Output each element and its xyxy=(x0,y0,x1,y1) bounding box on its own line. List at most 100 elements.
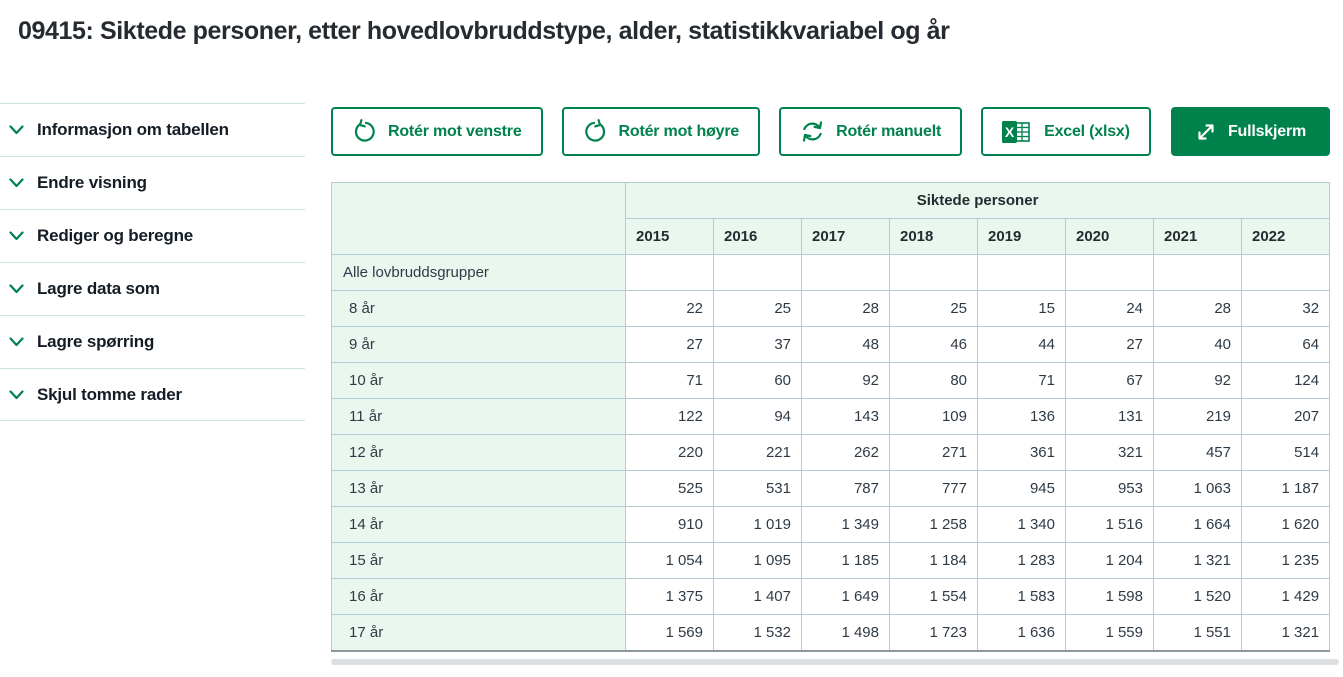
data-cell: 1 649 xyxy=(801,578,890,615)
row-label: 9 år xyxy=(331,326,626,363)
chevron-down-icon xyxy=(9,178,24,188)
data-cell: 1 340 xyxy=(977,506,1066,543)
table-header: Siktede personer 2015 2016 2017 2018 201… xyxy=(331,182,1331,255)
row-label: 15 år xyxy=(331,542,626,579)
sidebar-item-endre-visning[interactable]: Endre visning xyxy=(0,156,305,209)
data-cell: 1 235 xyxy=(1240,542,1331,579)
data-cell: 124 xyxy=(1240,362,1331,399)
chevron-down-icon xyxy=(9,389,24,400)
data-cell: 1 187 xyxy=(1240,470,1331,507)
data-cell: 48 xyxy=(801,326,890,363)
rotate-right-label: Rotér mot høyre xyxy=(618,122,740,140)
year-header-2022: 2022 xyxy=(1240,218,1331,255)
data-cell: 1 520 xyxy=(1153,578,1242,615)
sidebar-item-informasjon-om-tabellen[interactable]: Informasjon om tabellen xyxy=(0,103,305,156)
sidebar-item-lagre-sporring[interactable]: Lagre spørring xyxy=(0,315,305,368)
data-cell: 220 xyxy=(625,434,714,471)
data-cell: 1 375 xyxy=(625,578,714,615)
data-cell: 1 532 xyxy=(713,614,802,651)
data-cell: 64 xyxy=(1240,326,1331,363)
group-header-cell: Siktede personer xyxy=(624,182,1331,219)
data-cell: 1 407 xyxy=(713,578,802,615)
data-cell xyxy=(713,254,802,291)
sidebar-item-skjul-tomme-rader[interactable]: Skjul tomme rader xyxy=(0,368,305,421)
fullscreen-label: Fullskjerm xyxy=(1227,122,1306,140)
chevron-down-icon xyxy=(9,284,24,294)
data-cell: 1 498 xyxy=(801,614,890,651)
data-cell: 40 xyxy=(1153,326,1242,363)
data-cell: 25 xyxy=(889,290,978,327)
data-cell: 28 xyxy=(1153,290,1242,327)
data-cell: 271 xyxy=(889,434,978,471)
year-header-2020: 2020 xyxy=(1065,218,1154,255)
data-cell: 122 xyxy=(625,398,714,435)
sidebar-item-lagre-data-som[interactable]: Lagre data som xyxy=(0,262,305,315)
data-cell: 92 xyxy=(801,362,890,399)
svg-text:X: X xyxy=(1005,124,1015,140)
row-label: 8 år xyxy=(331,290,626,327)
excel-icon: X xyxy=(1002,120,1033,144)
sidebar-item-label: Skjul tomme rader xyxy=(37,384,182,404)
data-cell: 94 xyxy=(713,398,802,435)
data-cell: 321 xyxy=(1065,434,1154,471)
table-row: 10 år 71 60 92 80 71 67 92 124 xyxy=(331,362,1331,399)
sidebar-item-rediger-og-beregne[interactable]: Rediger og beregne xyxy=(0,209,305,262)
data-cell: 1 516 xyxy=(1065,506,1154,543)
sidebar-item-label: Lagre data som xyxy=(37,279,160,298)
rotate-right-icon xyxy=(583,119,608,144)
data-cell: 131 xyxy=(1065,398,1154,435)
rotate-manual-icon xyxy=(800,119,825,144)
data-cell: 777 xyxy=(889,470,978,507)
stub-header-cell xyxy=(331,182,626,255)
row-label: 14 år xyxy=(331,506,626,543)
data-cell: 945 xyxy=(977,470,1066,507)
year-header-2021: 2021 xyxy=(1153,218,1242,255)
excel-export-button[interactable]: X Excel (xlsx) xyxy=(981,107,1151,156)
data-cell: 32 xyxy=(1240,290,1331,327)
table-body: Alle lovbruddsgrupper 8 år 22 25 28 25 15 24 28 3… xyxy=(331,254,1331,651)
data-cell: 1 321 xyxy=(1240,614,1331,651)
data-cell: 1 258 xyxy=(889,506,978,543)
row-label: 13 år xyxy=(331,470,626,507)
rotate-left-label: Rotér mot venstre xyxy=(388,122,522,140)
year-header-2016: 2016 xyxy=(713,218,802,255)
data-cell: 1 598 xyxy=(1065,578,1154,615)
data-cell: 1 620 xyxy=(1240,506,1331,543)
data-cell: 44 xyxy=(977,326,1066,363)
data-cell: 457 xyxy=(1153,434,1242,471)
data-cell: 27 xyxy=(1065,326,1154,363)
row-label: 10 år xyxy=(331,362,626,399)
data-cell: 143 xyxy=(801,398,890,435)
data-cell: 1 204 xyxy=(1065,542,1154,579)
rotate-manual-button[interactable]: Rotér manuelt xyxy=(779,107,963,156)
chevron-down-icon xyxy=(9,337,24,347)
data-cell xyxy=(1240,254,1331,291)
year-header-2015: 2015 xyxy=(625,218,714,255)
year-header-2019: 2019 xyxy=(977,218,1066,255)
horizontal-scrollbar[interactable] xyxy=(331,658,1339,665)
toolbar: Rotér mot venstre Rotér mot høyre Ro xyxy=(331,107,1330,156)
data-cell: 531 xyxy=(713,470,802,507)
table-row: 14 år 910 1 019 1 349 1 258 1 340 1 516 1 664 1 … xyxy=(331,506,1331,543)
data-cell: 1 583 xyxy=(977,578,1066,615)
data-cell: 525 xyxy=(625,470,714,507)
sidebar-item-label: Lagre spørring xyxy=(37,332,155,351)
sidebar-item-label: Informasjon om tabellen xyxy=(37,120,229,139)
data-cell xyxy=(977,254,1066,291)
sidebar-item-label: Endre visning xyxy=(37,173,147,192)
data-cell: 15 xyxy=(977,290,1066,327)
row-label: 11 år xyxy=(331,398,626,435)
rotate-right-button[interactable]: Rotér mot høyre xyxy=(561,107,761,156)
data-cell: 1 185 xyxy=(801,542,890,579)
row-label: Alle lovbruddsgrupper xyxy=(331,254,626,291)
data-cell: 514 xyxy=(1240,434,1331,471)
fullscreen-button[interactable]: Fullskjerm xyxy=(1170,107,1330,156)
data-cell: 1 321 xyxy=(1153,542,1242,579)
table-row: Alle lovbruddsgrupper xyxy=(331,254,1331,291)
row-label: 12 år xyxy=(331,434,626,471)
data-cell: 24 xyxy=(1065,290,1154,327)
rotate-left-button[interactable]: Rotér mot venstre xyxy=(331,107,543,156)
data-cell: 1 664 xyxy=(1153,506,1242,543)
chevron-down-icon xyxy=(9,125,24,135)
data-cell: 80 xyxy=(889,362,978,399)
